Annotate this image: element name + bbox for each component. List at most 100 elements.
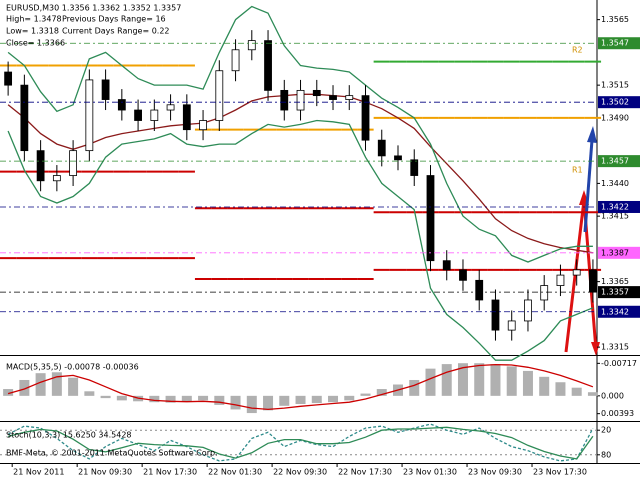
candle-body: [507, 320, 516, 331]
candle-body: [475, 279, 484, 301]
macd-bar: [587, 392, 598, 396]
macd-bar: [181, 395, 192, 402]
macd-bar: [35, 373, 46, 396]
macd-bar: [263, 395, 274, 411]
chart-title: EURUSD,M30 1.3356 1.3362 1.3352 1.3357: [6, 4, 181, 13]
candle-body: [556, 274, 565, 286]
macd-bar: [506, 366, 517, 396]
x-tick-label: 23 Nov 17:30: [533, 468, 587, 477]
macd-bar: [149, 395, 160, 403]
macd-bar: [230, 395, 241, 410]
candle-body: [589, 269, 597, 293]
annotation: Current Days Range= 0.22: [62, 27, 170, 36]
candle-body: [199, 120, 207, 131]
macd-bar: [3, 389, 14, 396]
level-box: [598, 96, 640, 109]
x-tick-label: 21 Nov 17:30: [143, 468, 197, 477]
x-tick-label: 21 Nov 2011: [13, 468, 64, 477]
candle-body: [329, 95, 337, 100]
macd-bar: [522, 370, 533, 396]
candle-body: [426, 175, 435, 262]
y-tick-label: 1.3440: [601, 179, 629, 188]
macd-bar: [84, 391, 95, 396]
annotation: Close= 1.3366: [6, 39, 65, 48]
macd-bar: [198, 395, 209, 401]
candle-body: [410, 159, 419, 176]
candle-body: [247, 40, 256, 51]
y-tick-label: 80: [601, 450, 611, 459]
candle-body: [4, 71, 13, 86]
candle-body: [36, 150, 45, 182]
red-arrowhead: [591, 342, 600, 356]
indicator-line: [7, 426, 594, 460]
y-tick-label: 1.3365: [601, 277, 629, 286]
footer: BMF-Meta, © 2001-2011 MetaQuotes Softwar…: [6, 449, 218, 458]
candle-body: [101, 79, 110, 100]
candle-body: [361, 95, 370, 141]
macd-bar: [409, 379, 420, 396]
annotation: Low= 1.3318: [6, 27, 59, 36]
macd-bar: [328, 395, 339, 403]
x-tick-label: 22 Nov 09:30: [273, 468, 327, 477]
macd-bar: [51, 372, 62, 396]
macd-bar: [68, 377, 79, 396]
level-box: [598, 305, 640, 318]
level-label: 1.3457: [601, 157, 629, 166]
candle-body: [166, 104, 175, 111]
candle-body: [524, 299, 532, 322]
macd-bar: [457, 363, 468, 396]
level-box: [598, 286, 640, 299]
candle-body: [215, 70, 224, 121]
macd-bar: [246, 395, 257, 414]
candle-body: [150, 109, 159, 121]
level-box: [598, 200, 640, 213]
candle-body: [345, 95, 354, 100]
y-tick-label: 0.00393: [601, 409, 634, 418]
blue-arrow: [583, 139, 594, 233]
level-label: 1.3547: [601, 39, 629, 48]
level-label: 1.3342: [601, 307, 629, 316]
macd-bar: [555, 382, 566, 396]
macd-bar: [474, 363, 485, 396]
x-tick-label: 22 Nov 17:30: [338, 468, 392, 477]
y-tick-label: 1.3515: [601, 81, 629, 90]
x-tick-label: 23 Nov 09:30: [468, 468, 522, 477]
blue-arrowhead: [587, 126, 597, 143]
x-tick-label: 23 Nov 01:30: [403, 468, 457, 477]
annotation: R1: [572, 166, 583, 175]
candle-body: [296, 89, 305, 111]
level-label: 1.3422: [601, 202, 629, 211]
y-tick-label: 1.3490: [601, 113, 629, 122]
candle-body: [69, 150, 78, 176]
macd-bar: [441, 364, 452, 396]
candle-body: [540, 285, 549, 301]
macd-bar: [279, 395, 290, 406]
level-box: [598, 246, 640, 259]
y-tick-label: 0.000: [601, 391, 624, 400]
candle-body: [264, 40, 272, 91]
macd-bar: [425, 368, 436, 396]
candle-body: [117, 99, 126, 111]
macd-bar: [490, 364, 501, 396]
x-tick-label: 21 Nov 09:30: [78, 468, 132, 477]
candle-body: [231, 49, 240, 72]
indicator-line: [7, 5, 593, 263]
candle-body: [394, 155, 402, 161]
level-label: 1.3387: [601, 248, 629, 257]
candle-body: [377, 139, 386, 157]
macd-bar: [19, 379, 30, 396]
annotation: Previous Days Range= 16: [62, 15, 166, 24]
indicator-line: [7, 363, 594, 411]
x-tick-label: 22 Nov 01:30: [208, 468, 262, 477]
pane-title: Stoch(10,3,3) 15.6250 34.5428: [6, 431, 132, 440]
level-box: [598, 155, 640, 168]
level-label: 1.3357: [601, 288, 629, 297]
annotation: R2: [572, 46, 583, 55]
candle-body: [134, 109, 142, 121]
candle-body: [280, 89, 289, 111]
macd-bar: [165, 395, 176, 403]
macd-bar: [100, 395, 111, 399]
candle-body: [312, 89, 321, 97]
